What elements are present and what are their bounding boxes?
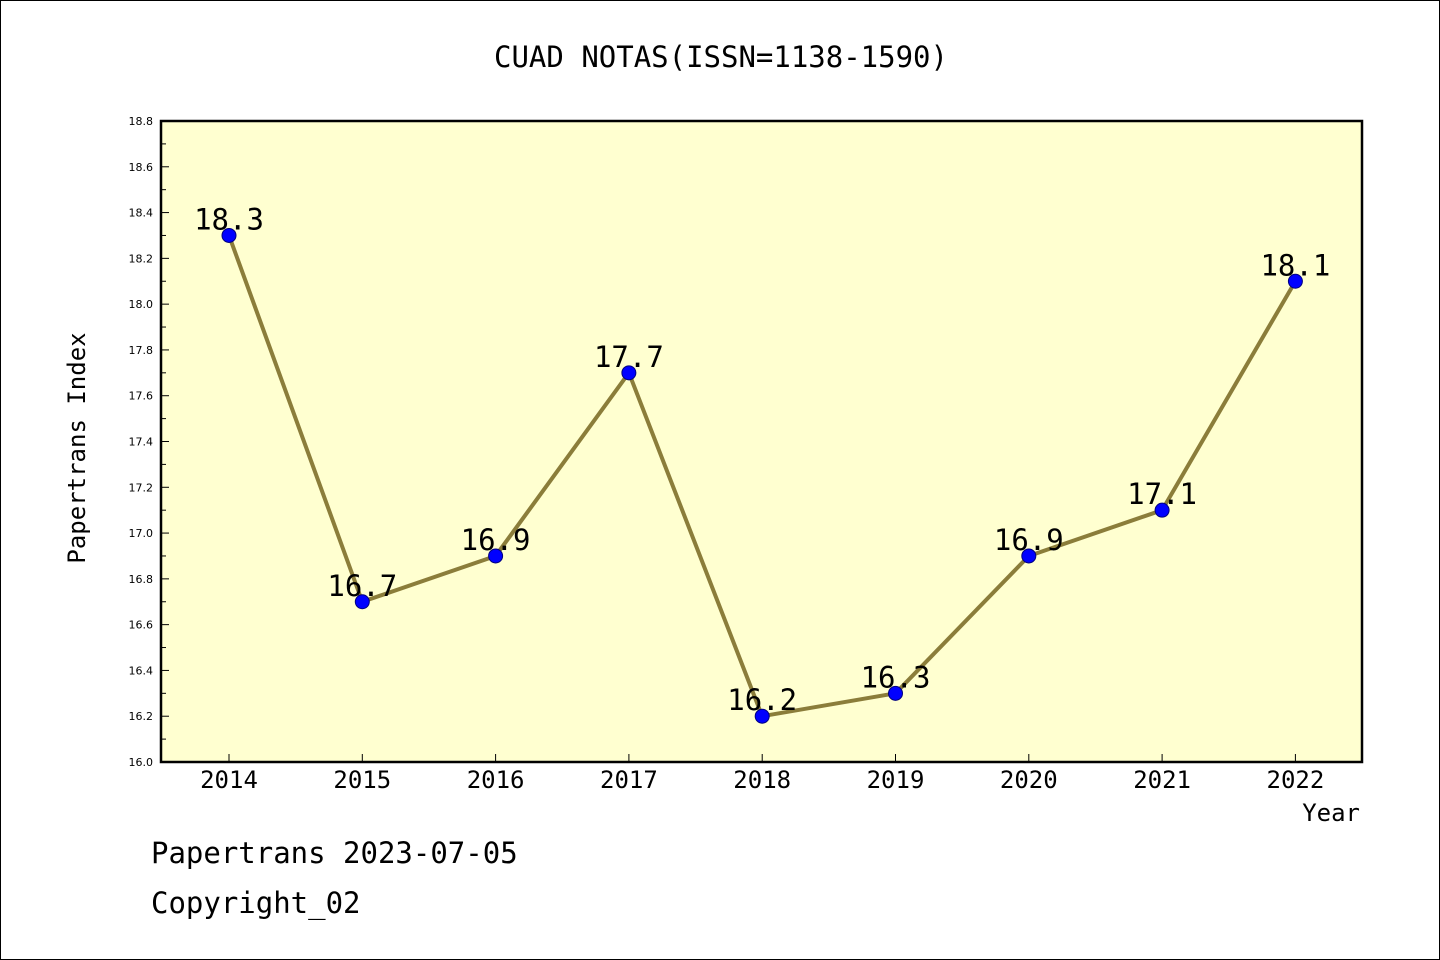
y-tick-label: 16.8 (129, 573, 154, 586)
x-tick-label: 2014 (200, 766, 258, 794)
data-label: 18.1 (1260, 248, 1330, 282)
y-tick-label: 16.0 (129, 756, 154, 769)
y-tick-label: 17.8 (129, 344, 154, 357)
data-point (1287, 273, 1303, 289)
data-point (1021, 548, 1037, 564)
y-tick-label: 18.6 (129, 161, 154, 174)
x-tick-label: 2018 (733, 766, 791, 794)
x-tick-label: 2017 (600, 766, 658, 794)
data-label: 17.1 (1127, 477, 1197, 511)
y-tick-label: 17.6 (129, 390, 154, 403)
data-label: 16.9 (461, 523, 531, 557)
x-axis-label: Year (1302, 799, 1360, 827)
y-tick-label: 18.2 (129, 252, 154, 265)
y-axis: 16.0 16.2 16.4 16.6 16.8 17.0 17.2 17.4 17.6 17.8… (129, 115, 169, 769)
data-point (621, 365, 637, 381)
data-point (354, 594, 370, 610)
data-label: 16.3 (861, 660, 931, 694)
footer-copyright: Copyright_02 (151, 886, 361, 920)
x-tick-label: 2020 (1000, 766, 1058, 794)
data-label: 16.7 (327, 569, 397, 603)
footer-date: Papertrans 2023-07-05 (151, 836, 518, 870)
y-tick-label: 16.4 (129, 664, 154, 677)
y-tick-label: 16.2 (129, 710, 154, 723)
x-axis: 2014 2015 2016 2017 2018 2019 2020 2021 2022 (200, 754, 1324, 794)
chart-title: CUAD NOTAS(ISSN=1138-1590) (494, 40, 948, 74)
y-axis-label: Papertrans Index (63, 332, 91, 563)
data-point (488, 548, 504, 564)
x-tick-label: 2021 (1133, 766, 1191, 794)
data-label: 18.3 (194, 202, 264, 236)
data-point (754, 708, 770, 724)
data-point (888, 685, 903, 701)
y-tick-label: 17.4 (129, 436, 154, 449)
y-tick-label: 16.6 (129, 619, 154, 632)
x-tick-label: 2016 (467, 766, 525, 794)
y-tick-label: 18.0 (129, 298, 154, 311)
x-tick-label: 2015 (333, 766, 391, 794)
data-label: 17.7 (594, 340, 664, 374)
data-point (1154, 502, 1170, 518)
data-label: 16.2 (727, 683, 797, 717)
plot-area (159, 119, 1364, 764)
data-label: 16.9 (994, 523, 1064, 557)
x-tick-label: 2022 (1267, 766, 1325, 794)
y-tick-label: 18.4 (129, 207, 154, 220)
data-point (221, 227, 237, 243)
x-tick-label: 2019 (867, 766, 925, 794)
series-layer: 18.3 16.7 16.9 17.7 16.2 16.3 16.9 17.1 18.1 (194, 202, 1330, 724)
y-tick-label: 18.8 (129, 115, 154, 128)
y-tick-label: 17.0 (129, 527, 154, 540)
y-tick-label: 17.2 (129, 481, 154, 494)
